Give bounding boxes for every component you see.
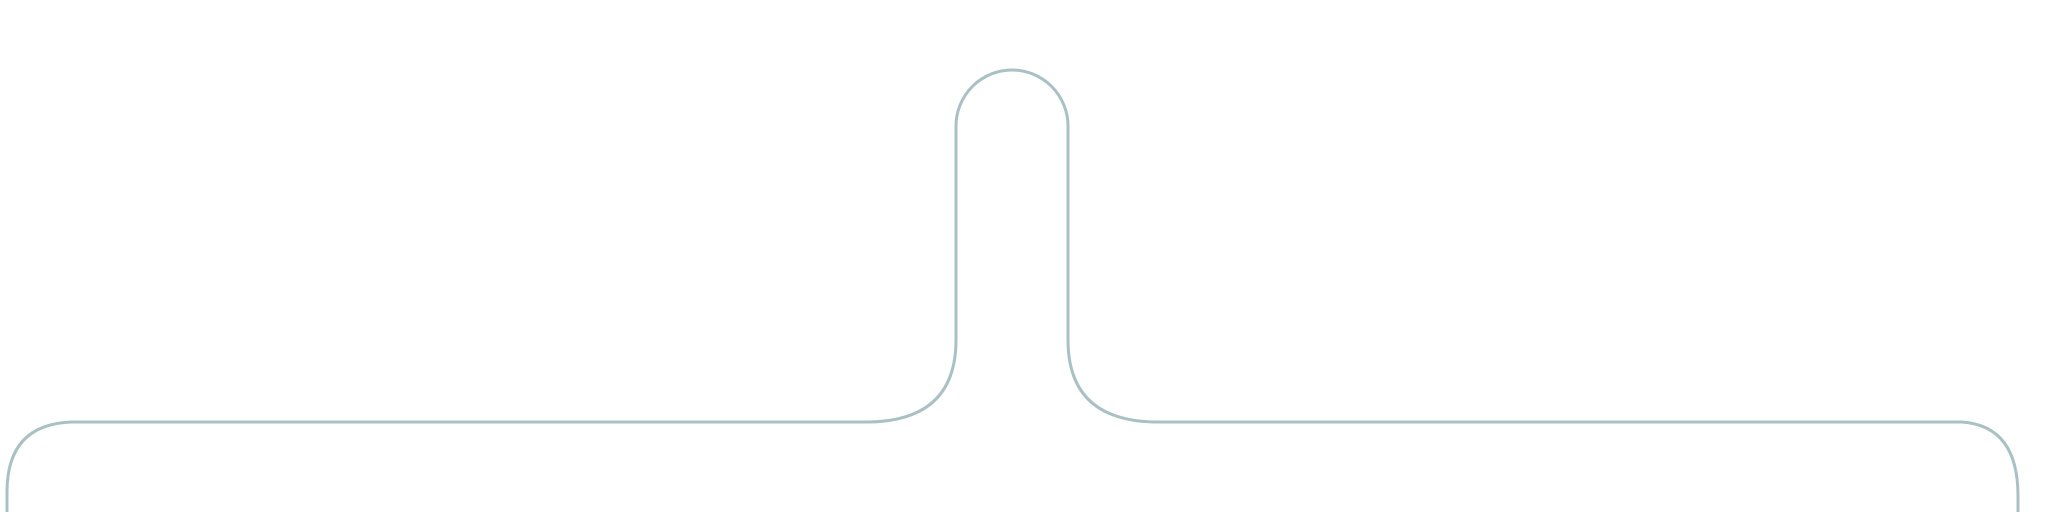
t-outline: [5, 68, 2020, 512]
